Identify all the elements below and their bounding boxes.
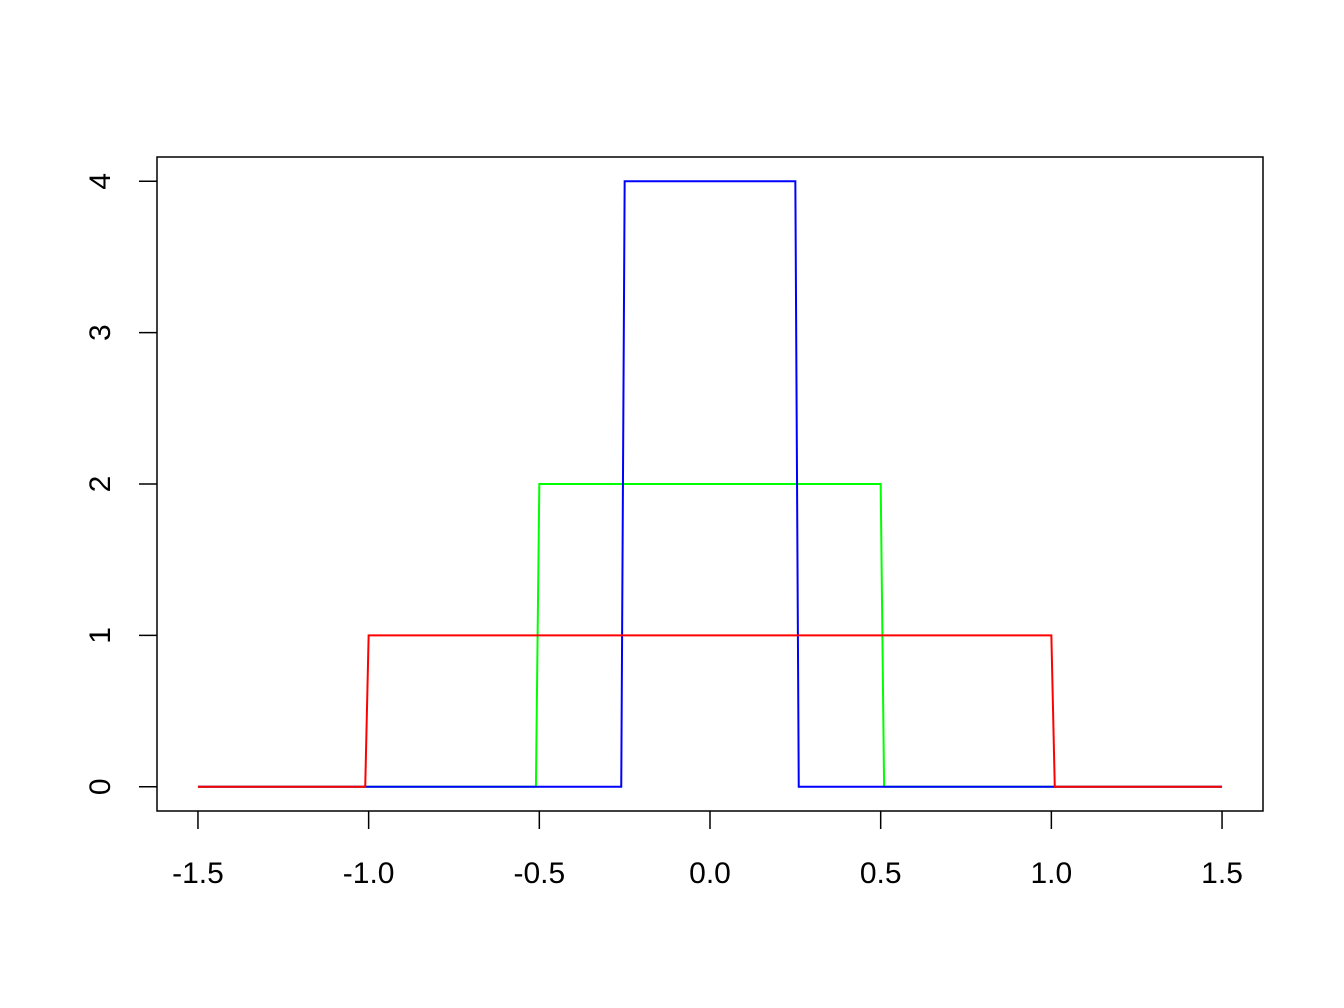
- line: [197, 634, 1223, 788]
- y-tick-label: 3: [84, 324, 117, 341]
- x-tick-label: -1.5: [172, 857, 224, 890]
- y-tick-label: 4: [84, 173, 117, 190]
- x-tick-label: 0.5: [860, 857, 902, 890]
- x-tick-label: -1.0: [343, 857, 395, 890]
- y-tick-label: 0: [84, 778, 117, 795]
- x-tick-label: 0.0: [689, 857, 731, 890]
- line: [197, 180, 1223, 788]
- y-tick-label: 2: [84, 476, 117, 493]
- x-tick-label: 1.0: [1030, 857, 1072, 890]
- y-tick-label: 1: [84, 627, 117, 644]
- x-tick-label: 1.5: [1201, 857, 1243, 890]
- x-tick-label: -0.5: [513, 857, 565, 890]
